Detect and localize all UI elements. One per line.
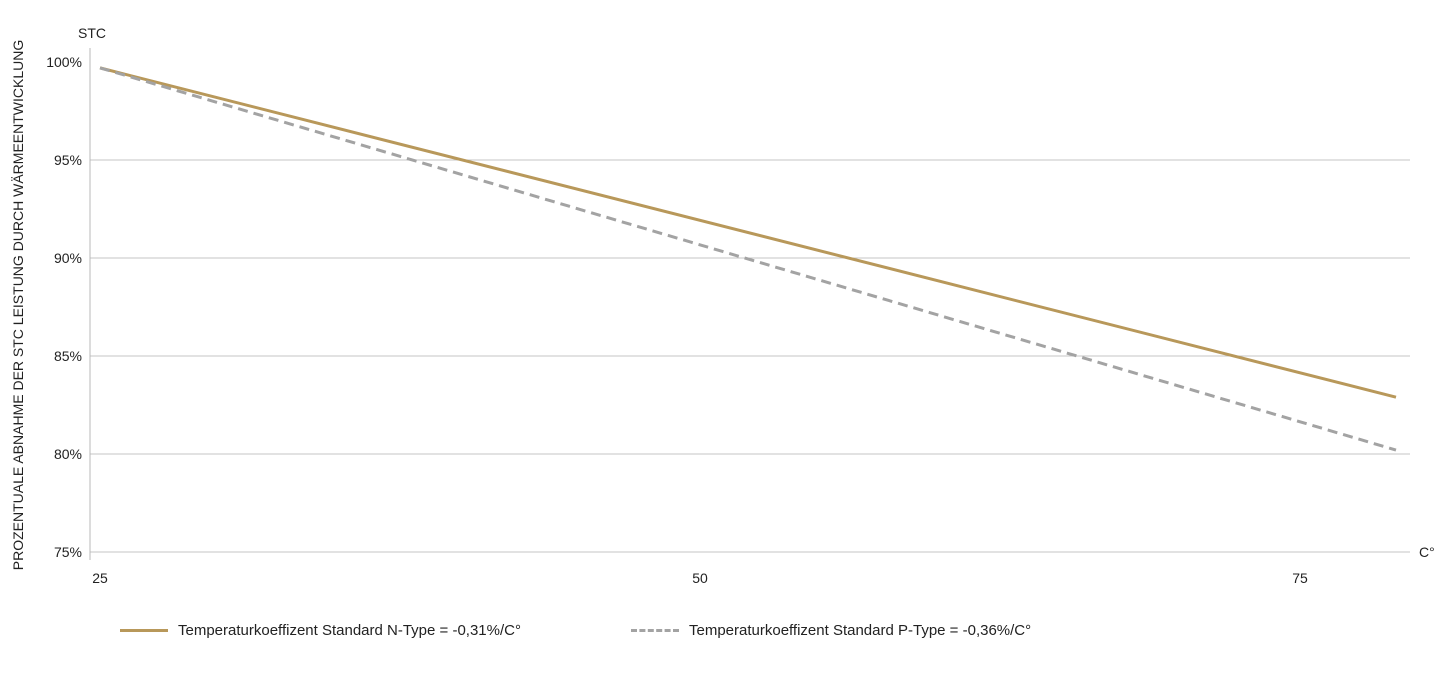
y-tick-label: 80% bbox=[54, 446, 82, 462]
legend-label-p-type: Temperaturkoeffizent Standard P-Type = -… bbox=[688, 622, 1032, 639]
series-line-n-type bbox=[99, 66, 1397, 399]
y-tick-label: 90% bbox=[54, 250, 82, 266]
legend-swatch-n-type bbox=[120, 629, 168, 632]
x-tick-label: 75 bbox=[1292, 570, 1308, 586]
y-tick-label: 75% bbox=[54, 544, 82, 560]
x-tick-label: 50 bbox=[692, 570, 708, 586]
x-tick-label: 25 bbox=[92, 570, 108, 586]
legend-item-n-type: Temperaturkoeffizent Standard N-Type = -… bbox=[120, 622, 521, 639]
x-axis-title: C° bbox=[1419, 544, 1435, 560]
series-lines bbox=[99, 66, 1397, 452]
gridlines bbox=[90, 159, 1410, 553]
y-tick-label: 85% bbox=[54, 348, 82, 364]
legend-item-p-type: Temperaturkoeffizent Standard P-Type = -… bbox=[630, 622, 1032, 639]
x-tick-labels: 25 50 75 bbox=[92, 570, 1308, 586]
y-tick-labels: 75% 80% 85% 90% 95% 100% bbox=[46, 54, 82, 560]
y-axis-title: PROZENTUALE ABNAHME DER STC LEISTUNG DUR… bbox=[10, 40, 26, 571]
y-tick-label: 100% bbox=[46, 54, 82, 70]
y-tick-label: 95% bbox=[54, 152, 82, 168]
legend: Temperaturkoeffizent Standard N-Type = -… bbox=[120, 622, 1141, 639]
series-line-p-type bbox=[99, 66, 1397, 452]
y-axis-unit-label: STC bbox=[78, 25, 106, 41]
legend-label-n-type: Temperaturkoeffizent Standard N-Type = -… bbox=[178, 622, 521, 639]
legend-swatch-p-type bbox=[630, 629, 679, 632]
